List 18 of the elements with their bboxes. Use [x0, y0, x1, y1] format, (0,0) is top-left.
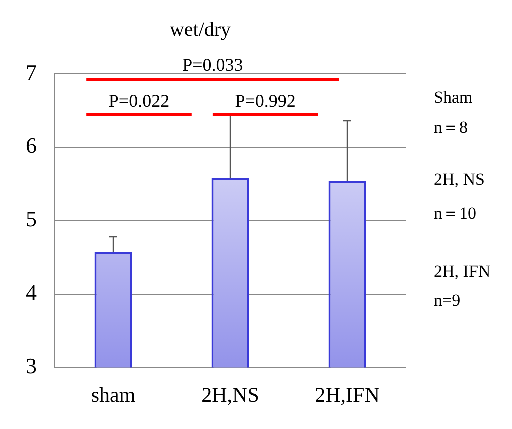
- text: n=9: [434, 291, 461, 310]
- text: n＝8: [434, 118, 468, 137]
- text: 2H, IFN: [434, 262, 491, 281]
- y-tick-label: 7: [26, 60, 37, 85]
- annotation: P=0.033: [182, 55, 244, 75]
- text: 2H, NS: [434, 170, 486, 189]
- x-tick-label: 2H,NS: [202, 382, 260, 407]
- text: Sham: [434, 88, 473, 107]
- y-tick-label: 5: [26, 206, 37, 232]
- x-tick-label: 2H,IFN: [315, 382, 380, 407]
- text: n＝10: [434, 204, 476, 223]
- chart-title: wet/dry: [170, 19, 232, 41]
- x-tick-label: sham: [91, 382, 136, 407]
- annotation: P=0.992: [235, 91, 296, 111]
- annotation: P=0.022: [108, 91, 170, 111]
- y-tick-label: 6: [26, 133, 37, 158]
- y-tick-label: 3: [26, 354, 37, 379]
- y-tick-label: 4: [26, 280, 37, 306]
